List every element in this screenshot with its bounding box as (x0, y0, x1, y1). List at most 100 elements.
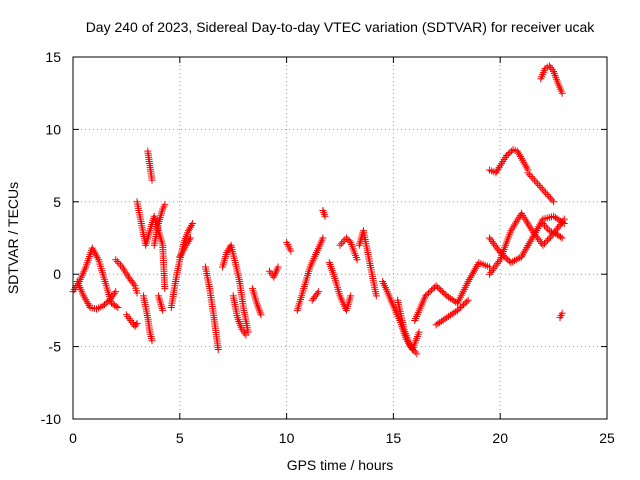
data-point (507, 259, 515, 267)
data-point (441, 315, 449, 323)
data-point (551, 213, 559, 221)
data-point (546, 194, 554, 202)
data-point (494, 245, 502, 253)
data-point (183, 239, 191, 247)
data-point (532, 178, 540, 186)
data-point (448, 296, 456, 304)
data-point (406, 343, 414, 351)
y-tick-label: -10 (41, 411, 61, 427)
data-point (540, 240, 548, 248)
data-point (115, 259, 123, 267)
series-segment (201, 263, 222, 353)
data-point (501, 253, 509, 261)
data-point (510, 257, 518, 265)
series-segment (229, 292, 250, 339)
data-point (148, 176, 156, 184)
data-point (542, 189, 550, 197)
series-segment (486, 146, 532, 177)
data-point (492, 243, 500, 251)
data-point (439, 316, 447, 324)
data-point (494, 259, 502, 267)
data-point (185, 225, 193, 233)
data-point (535, 236, 543, 244)
data-point (555, 222, 563, 230)
data-point (537, 183, 545, 191)
series-segment (319, 206, 329, 220)
data-point (224, 247, 232, 255)
data-point (543, 191, 551, 199)
data-point (550, 212, 558, 220)
data-point (488, 267, 496, 275)
data-point (186, 223, 194, 231)
series-segment (283, 238, 295, 255)
data-point (313, 289, 321, 297)
data-point (560, 220, 568, 228)
data-point (547, 233, 555, 241)
data-point (443, 292, 451, 300)
series-segment (154, 292, 167, 314)
data-point (486, 234, 494, 242)
data-point (506, 149, 514, 157)
data-point (504, 256, 512, 264)
data-point (453, 306, 461, 314)
data-point (515, 151, 523, 159)
data-point (463, 298, 471, 306)
x-axis-label: GPS time / hours (287, 457, 394, 473)
data-point (543, 236, 551, 244)
data-point (432, 321, 440, 329)
data-point (495, 247, 503, 255)
data-point (423, 290, 431, 298)
data-point (504, 150, 512, 158)
data-point (496, 248, 504, 256)
series-segment (150, 201, 169, 249)
data-point (487, 268, 495, 276)
data-point (455, 305, 463, 313)
data-point (214, 345, 222, 353)
data-point (488, 238, 496, 246)
data-point (491, 241, 499, 249)
data-point (526, 171, 534, 179)
data-point (545, 192, 553, 200)
x-tick-label: 0 (69, 430, 77, 446)
data-point (492, 169, 500, 177)
data-point (410, 346, 418, 354)
data-point (558, 234, 566, 242)
data-point (457, 304, 465, 312)
series-segment (293, 234, 327, 314)
data-point (102, 299, 110, 307)
series-segment (355, 227, 380, 300)
data-point (342, 234, 350, 242)
data-point (338, 239, 346, 247)
data-point (184, 238, 192, 246)
y-tick-label: 0 (53, 266, 61, 282)
data-point (112, 256, 120, 264)
data-point (113, 258, 121, 266)
data-point (159, 306, 167, 314)
data-point (461, 299, 469, 307)
data-point (554, 224, 562, 232)
data-point (184, 227, 192, 235)
data-point (186, 234, 194, 242)
data-point (133, 319, 141, 327)
data-point (188, 221, 196, 229)
x-tick-label: 25 (599, 430, 615, 446)
data-point (507, 147, 515, 155)
y-tick-label: 15 (45, 49, 61, 65)
data-point (345, 237, 353, 245)
data-point (534, 180, 542, 188)
data-point (99, 302, 107, 310)
data-point (434, 283, 442, 291)
series-segment (176, 234, 194, 261)
data-point (315, 288, 323, 296)
series-segment (336, 234, 361, 264)
data-point (274, 263, 282, 271)
data-point (557, 217, 565, 225)
data-point (432, 282, 440, 290)
x-tick-label: 15 (386, 430, 402, 446)
data-point (516, 254, 524, 262)
data-point (434, 320, 442, 328)
axis-ticks: 0 5 10 15 20 25 -10 -5 0 5 10 15 (41, 49, 615, 446)
data-point (503, 151, 511, 159)
data-point (110, 289, 118, 297)
series-segment (73, 277, 120, 313)
